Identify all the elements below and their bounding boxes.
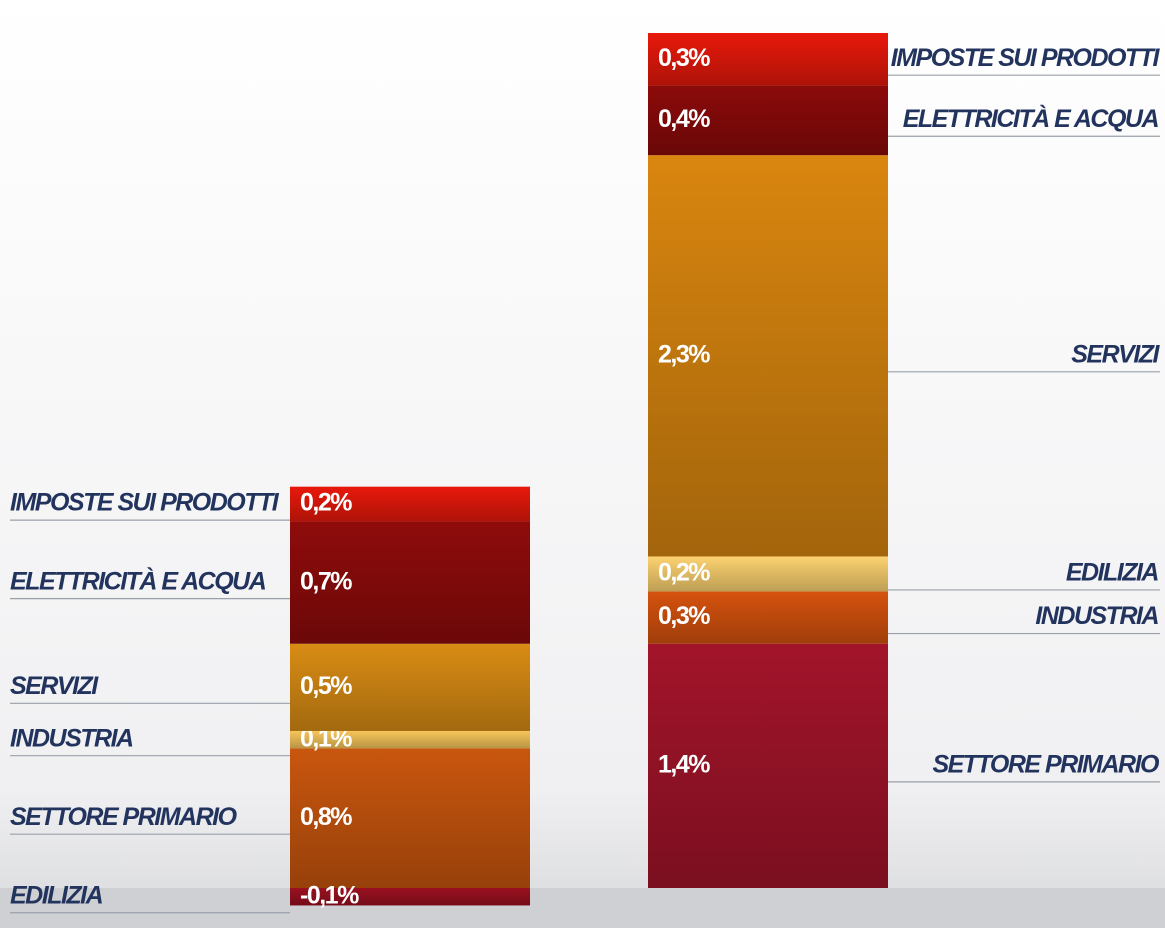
segment-name: INDUSTRIA — [1035, 602, 1158, 630]
segment-shade — [290, 730, 530, 749]
segment-name: IMPOSTE SUI PRODOTTI — [10, 489, 280, 517]
segment-shade — [290, 521, 530, 644]
value-label: 0,3% — [658, 602, 710, 630]
segment-name: SERVIZI — [10, 672, 99, 700]
segment-name: SETTORE PRIMARIO — [932, 750, 1160, 778]
value-label: 0,5% — [300, 672, 352, 700]
value-label: 0,4% — [658, 105, 710, 133]
segment-shade — [648, 556, 888, 592]
segment-name: ELETTRICITÀ E ACQUA — [10, 566, 266, 595]
segment-name: ELETTRICITÀ E ACQUA — [903, 104, 1159, 133]
segment-name: EDILIZIA — [10, 881, 103, 909]
segment-shade — [648, 643, 888, 888]
segment-name: SETTORE PRIMARIO — [10, 803, 238, 831]
segment-name: INDUSTRIA — [10, 724, 133, 752]
value-label: -0,1% — [300, 881, 359, 909]
segment-name: SERVIZI — [1071, 340, 1160, 368]
segment-shade — [290, 643, 530, 731]
segment-shade — [648, 85, 888, 156]
segment-name: EDILIZIA — [1066, 559, 1159, 587]
value-label: 0,8% — [300, 803, 352, 831]
segment-shade — [648, 33, 888, 86]
value-label: 2,3% — [658, 340, 710, 368]
segment-shade — [648, 591, 888, 644]
segment-shade — [290, 486, 530, 522]
value-label: 0,7% — [300, 567, 352, 595]
value-label: 0,2% — [300, 489, 352, 517]
segment-shade — [290, 888, 530, 906]
value-label: 1,4% — [658, 750, 710, 778]
segment-shade — [290, 748, 530, 888]
segment-name: IMPOSTE SUI PRODOTTI — [891, 44, 1161, 72]
value-label: 0,2% — [658, 559, 710, 587]
segment-shade — [648, 155, 888, 557]
floor — [0, 888, 1165, 928]
value-label: 0,3% — [658, 44, 710, 72]
